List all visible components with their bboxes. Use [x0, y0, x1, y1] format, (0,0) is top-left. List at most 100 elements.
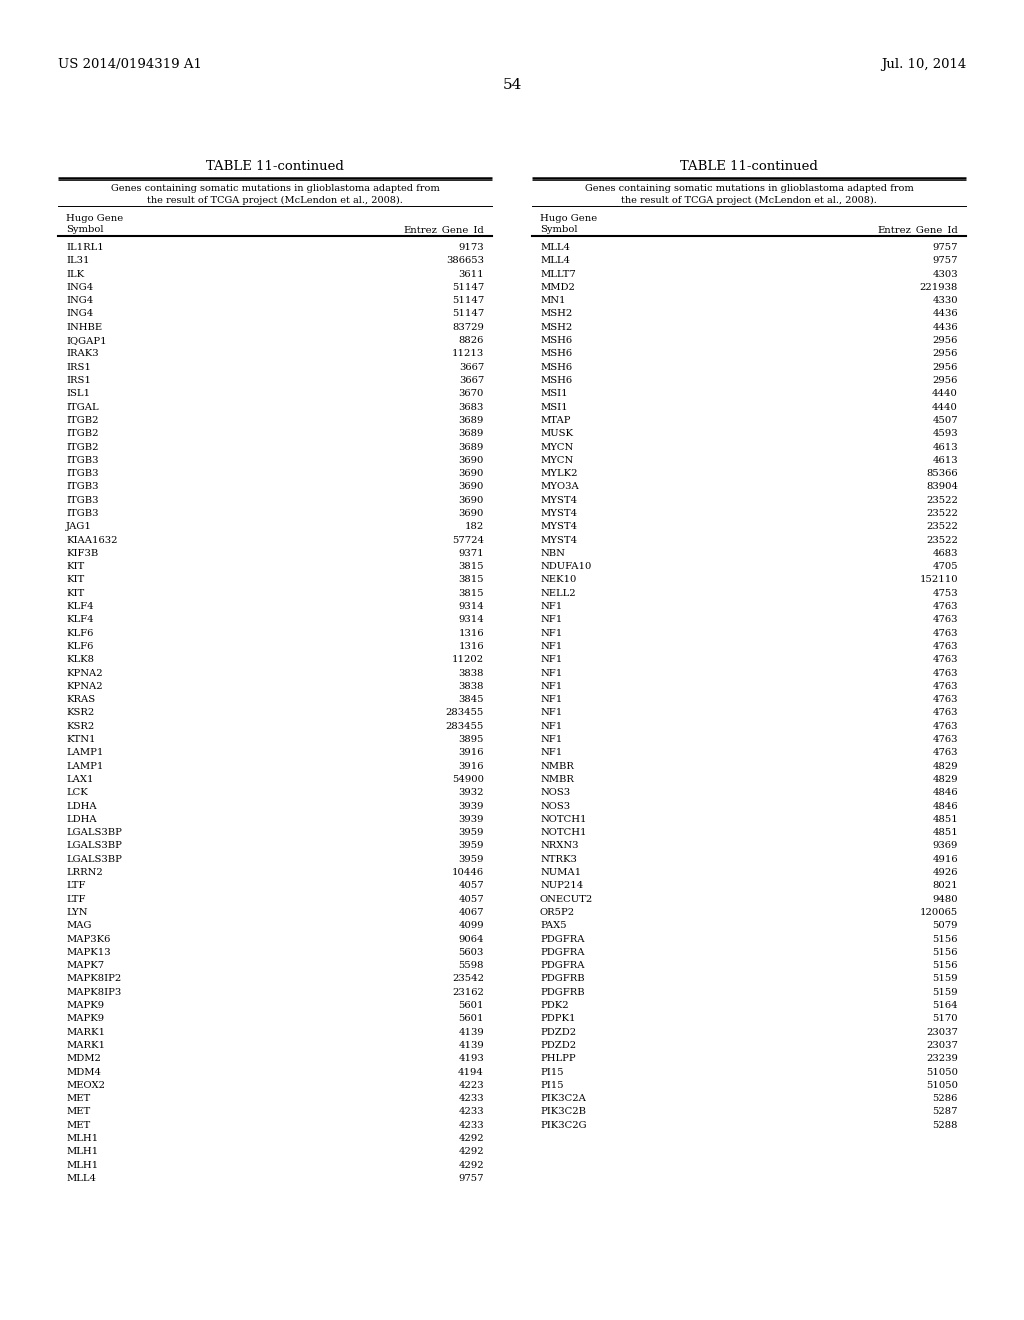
Text: the result of TCGA project (McLendon et al., 2008).: the result of TCGA project (McLendon et …: [622, 195, 877, 205]
Text: 283455: 283455: [445, 722, 484, 731]
Text: 3667: 3667: [459, 376, 484, 385]
Text: Entrez_Gene_Id: Entrez_Gene_Id: [878, 224, 958, 235]
Text: MARK1: MARK1: [66, 1041, 105, 1049]
Text: 8021: 8021: [933, 882, 958, 891]
Text: INHBE: INHBE: [66, 323, 102, 331]
Text: 3667: 3667: [459, 363, 484, 372]
Text: 4763: 4763: [933, 722, 958, 731]
Text: LAX1: LAX1: [66, 775, 93, 784]
Text: MSI1: MSI1: [540, 403, 567, 412]
Text: ITGAL: ITGAL: [66, 403, 98, 412]
Text: MAPK8IP3: MAPK8IP3: [66, 987, 121, 997]
Text: MYLK2: MYLK2: [540, 469, 578, 478]
Text: NOS3: NOS3: [540, 801, 570, 810]
Text: LDHA: LDHA: [66, 814, 96, 824]
Text: 182: 182: [465, 523, 484, 532]
Text: 9757: 9757: [459, 1173, 484, 1183]
Text: 4763: 4763: [933, 655, 958, 664]
Text: 3916: 3916: [459, 762, 484, 771]
Text: 5156: 5156: [933, 948, 958, 957]
Text: ITGB3: ITGB3: [66, 482, 98, 491]
Text: 3689: 3689: [459, 442, 484, 451]
Text: 54: 54: [503, 78, 521, 92]
Text: Hugo Gene: Hugo Gene: [66, 214, 123, 223]
Text: 4613: 4613: [933, 442, 958, 451]
Text: 83904: 83904: [926, 482, 958, 491]
Text: MTAP: MTAP: [540, 416, 570, 425]
Text: TABLE 11-continued: TABLE 11-continued: [680, 160, 818, 173]
Text: NUP214: NUP214: [540, 882, 584, 891]
Text: KSR2: KSR2: [66, 722, 94, 731]
Text: 4846: 4846: [933, 788, 958, 797]
Text: 4233: 4233: [459, 1094, 484, 1104]
Text: 4763: 4763: [933, 696, 958, 704]
Text: 5601: 5601: [459, 1014, 484, 1023]
Text: 4330: 4330: [933, 296, 958, 305]
Text: LTF: LTF: [66, 895, 85, 904]
Text: 4763: 4763: [933, 628, 958, 638]
Text: 3959: 3959: [459, 828, 484, 837]
Text: 4057: 4057: [459, 882, 484, 891]
Text: 3838: 3838: [459, 682, 484, 690]
Text: 4763: 4763: [933, 615, 958, 624]
Text: MET: MET: [66, 1121, 90, 1130]
Text: 4233: 4233: [459, 1121, 484, 1130]
Text: 3815: 3815: [459, 576, 484, 585]
Text: MYCN: MYCN: [540, 442, 573, 451]
Text: 4067: 4067: [459, 908, 484, 917]
Text: 5170: 5170: [933, 1014, 958, 1023]
Text: KLF6: KLF6: [66, 642, 93, 651]
Text: 4851: 4851: [932, 828, 958, 837]
Text: NOTCH1: NOTCH1: [540, 828, 587, 837]
Text: 4233: 4233: [459, 1107, 484, 1117]
Text: 4916: 4916: [933, 855, 958, 863]
Text: PAX5: PAX5: [540, 921, 566, 931]
Text: 3895: 3895: [459, 735, 484, 744]
Text: IRS1: IRS1: [66, 376, 91, 385]
Text: PI15: PI15: [540, 1081, 563, 1090]
Text: ITGB3: ITGB3: [66, 469, 98, 478]
Text: MSH6: MSH6: [540, 350, 572, 359]
Text: KTN1: KTN1: [66, 735, 95, 744]
Text: ISL1: ISL1: [66, 389, 90, 399]
Text: MYST4: MYST4: [540, 496, 578, 504]
Text: NUMA1: NUMA1: [540, 869, 582, 876]
Text: ING4: ING4: [66, 296, 93, 305]
Text: 9480: 9480: [933, 895, 958, 904]
Text: 3815: 3815: [459, 562, 484, 572]
Text: KIT: KIT: [66, 562, 84, 572]
Text: MAPK9: MAPK9: [66, 1014, 104, 1023]
Text: 4763: 4763: [933, 602, 958, 611]
Text: 5598: 5598: [459, 961, 484, 970]
Text: ITGB2: ITGB2: [66, 416, 98, 425]
Text: NF1: NF1: [540, 615, 562, 624]
Text: ITGB3: ITGB3: [66, 496, 98, 504]
Text: NEK10: NEK10: [540, 576, 577, 585]
Text: NF1: NF1: [540, 722, 562, 731]
Text: 23162: 23162: [453, 987, 484, 997]
Text: LAMP1: LAMP1: [66, 762, 103, 771]
Text: 283455: 283455: [445, 709, 484, 718]
Text: NMBR: NMBR: [540, 762, 573, 771]
Text: 5286: 5286: [933, 1094, 958, 1104]
Text: 120065: 120065: [920, 908, 958, 917]
Text: 9757: 9757: [933, 243, 958, 252]
Text: Jul. 10, 2014: Jul. 10, 2014: [881, 58, 966, 71]
Text: ITGB3: ITGB3: [66, 455, 98, 465]
Text: NBN: NBN: [540, 549, 565, 558]
Text: MYST4: MYST4: [540, 536, 578, 545]
Text: 4139: 4139: [459, 1041, 484, 1049]
Text: PDGFRB: PDGFRB: [540, 987, 585, 997]
Text: MLLT7: MLLT7: [540, 269, 575, 279]
Text: MARK1: MARK1: [66, 1028, 105, 1036]
Text: the result of TCGA project (McLendon et al., 2008).: the result of TCGA project (McLendon et …: [147, 195, 402, 205]
Text: 3690: 3690: [459, 496, 484, 504]
Text: 386653: 386653: [446, 256, 484, 265]
Text: 3690: 3690: [459, 482, 484, 491]
Text: 1316: 1316: [459, 642, 484, 651]
Text: 4593: 4593: [933, 429, 958, 438]
Text: 4763: 4763: [933, 669, 958, 677]
Text: 23037: 23037: [926, 1041, 958, 1049]
Text: MDM4: MDM4: [66, 1068, 101, 1077]
Text: 23239: 23239: [926, 1055, 958, 1064]
